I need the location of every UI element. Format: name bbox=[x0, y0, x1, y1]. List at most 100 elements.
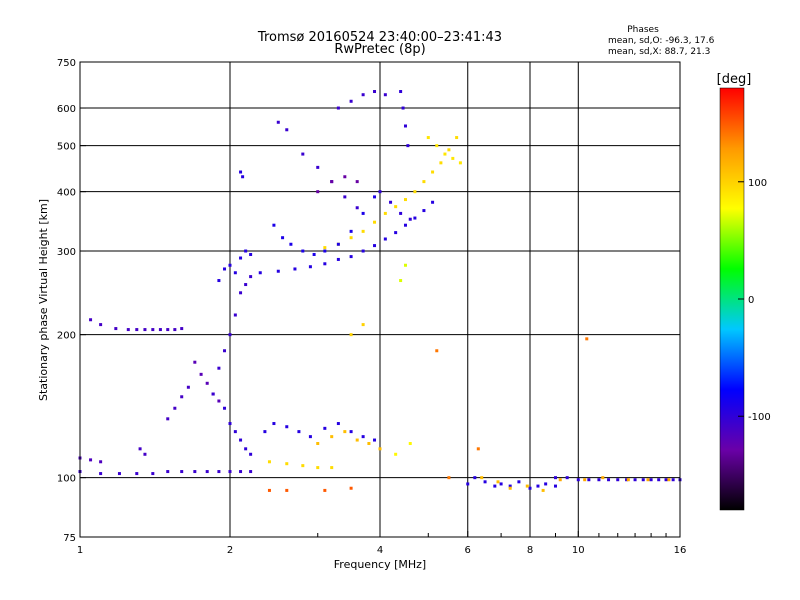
data-point bbox=[323, 246, 327, 250]
data-point bbox=[583, 478, 587, 482]
data-point bbox=[180, 395, 184, 399]
data-point bbox=[373, 195, 377, 199]
data-point bbox=[671, 478, 675, 482]
data-point bbox=[301, 152, 305, 156]
data-point bbox=[228, 422, 232, 426]
data-point bbox=[180, 327, 184, 331]
data-point bbox=[173, 328, 177, 332]
x-tick-label: 8 bbox=[527, 545, 533, 556]
data-point bbox=[406, 144, 410, 148]
data-point bbox=[585, 337, 589, 341]
data-point bbox=[211, 392, 215, 396]
data-point bbox=[233, 271, 237, 275]
data-point bbox=[431, 200, 435, 204]
data-point bbox=[285, 488, 289, 492]
data-point bbox=[267, 460, 271, 464]
data-point bbox=[403, 124, 407, 128]
data-point bbox=[239, 291, 243, 295]
data-point bbox=[607, 478, 611, 482]
data-point bbox=[135, 328, 139, 332]
data-point bbox=[499, 482, 503, 486]
data-point bbox=[466, 482, 470, 486]
data-point bbox=[383, 211, 387, 215]
data-point bbox=[355, 180, 359, 184]
data-point bbox=[553, 476, 557, 480]
data-point bbox=[308, 265, 312, 269]
x-tick-label: 4 bbox=[377, 545, 383, 556]
data-point bbox=[135, 472, 139, 476]
data-point bbox=[349, 236, 353, 240]
data-point bbox=[336, 106, 340, 110]
data-point bbox=[89, 458, 93, 462]
data-point bbox=[289, 242, 293, 246]
data-point bbox=[349, 229, 353, 233]
data-point bbox=[323, 249, 327, 253]
data-point bbox=[336, 257, 340, 261]
data-point bbox=[158, 328, 162, 332]
data-point bbox=[435, 349, 439, 353]
data-point bbox=[166, 328, 170, 332]
colorbar-ticks: 100 0 -100 bbox=[738, 178, 771, 423]
data-point bbox=[217, 366, 221, 370]
data-point bbox=[244, 249, 248, 253]
data-point bbox=[373, 438, 377, 442]
chart-subtitle: RwPretec (8p) bbox=[334, 42, 425, 57]
data-point bbox=[249, 252, 253, 256]
data-point bbox=[458, 161, 462, 165]
data-point bbox=[626, 478, 630, 482]
y-axis-label: Stationary phase Virtual Height [km] bbox=[37, 199, 50, 401]
data-point bbox=[455, 136, 459, 140]
x-axis: 1 2 4 6 8 10 16 bbox=[77, 531, 686, 556]
data-point bbox=[431, 170, 435, 174]
data-point bbox=[293, 267, 297, 271]
data-point bbox=[244, 447, 248, 451]
data-point bbox=[413, 190, 417, 194]
data-point bbox=[343, 195, 347, 199]
data-point bbox=[447, 148, 451, 152]
data-point bbox=[316, 442, 320, 446]
data-point bbox=[565, 476, 569, 480]
y-tick-label: 300 bbox=[57, 247, 76, 258]
y-axis: 75 100 200 300 400 500 600 750 bbox=[57, 58, 86, 544]
data-point bbox=[263, 430, 267, 434]
data-points bbox=[78, 90, 682, 492]
data-point bbox=[249, 470, 253, 474]
data-point bbox=[349, 255, 353, 259]
data-point bbox=[217, 279, 221, 283]
data-point bbox=[633, 478, 637, 482]
y-tick-label: 500 bbox=[57, 142, 76, 153]
data-point bbox=[541, 488, 545, 492]
data-point bbox=[239, 256, 243, 260]
data-point bbox=[285, 425, 289, 429]
data-point bbox=[349, 99, 353, 103]
data-point bbox=[323, 488, 327, 492]
data-point bbox=[239, 438, 243, 442]
data-point bbox=[272, 422, 276, 426]
data-point bbox=[143, 452, 147, 456]
data-point bbox=[89, 318, 93, 322]
data-point bbox=[473, 476, 477, 480]
data-point bbox=[517, 480, 521, 484]
grid-lines bbox=[80, 62, 680, 537]
data-point bbox=[597, 478, 601, 482]
y-tick-label: 600 bbox=[57, 104, 76, 115]
data-point bbox=[361, 211, 365, 215]
data-point bbox=[126, 328, 130, 332]
data-point bbox=[394, 205, 398, 209]
data-point bbox=[399, 90, 403, 94]
data-point bbox=[228, 470, 232, 474]
data-point bbox=[576, 478, 580, 482]
data-point bbox=[205, 381, 209, 385]
data-point bbox=[403, 198, 407, 202]
data-point bbox=[285, 128, 289, 132]
data-point bbox=[223, 267, 227, 271]
data-point bbox=[553, 484, 557, 488]
data-point bbox=[301, 464, 305, 468]
data-point bbox=[239, 170, 243, 174]
data-point bbox=[323, 262, 327, 266]
data-point bbox=[241, 175, 245, 179]
data-point bbox=[301, 249, 305, 253]
data-point bbox=[249, 275, 253, 279]
colorbar-tick-label: 0 bbox=[748, 295, 754, 306]
data-point bbox=[223, 349, 227, 353]
